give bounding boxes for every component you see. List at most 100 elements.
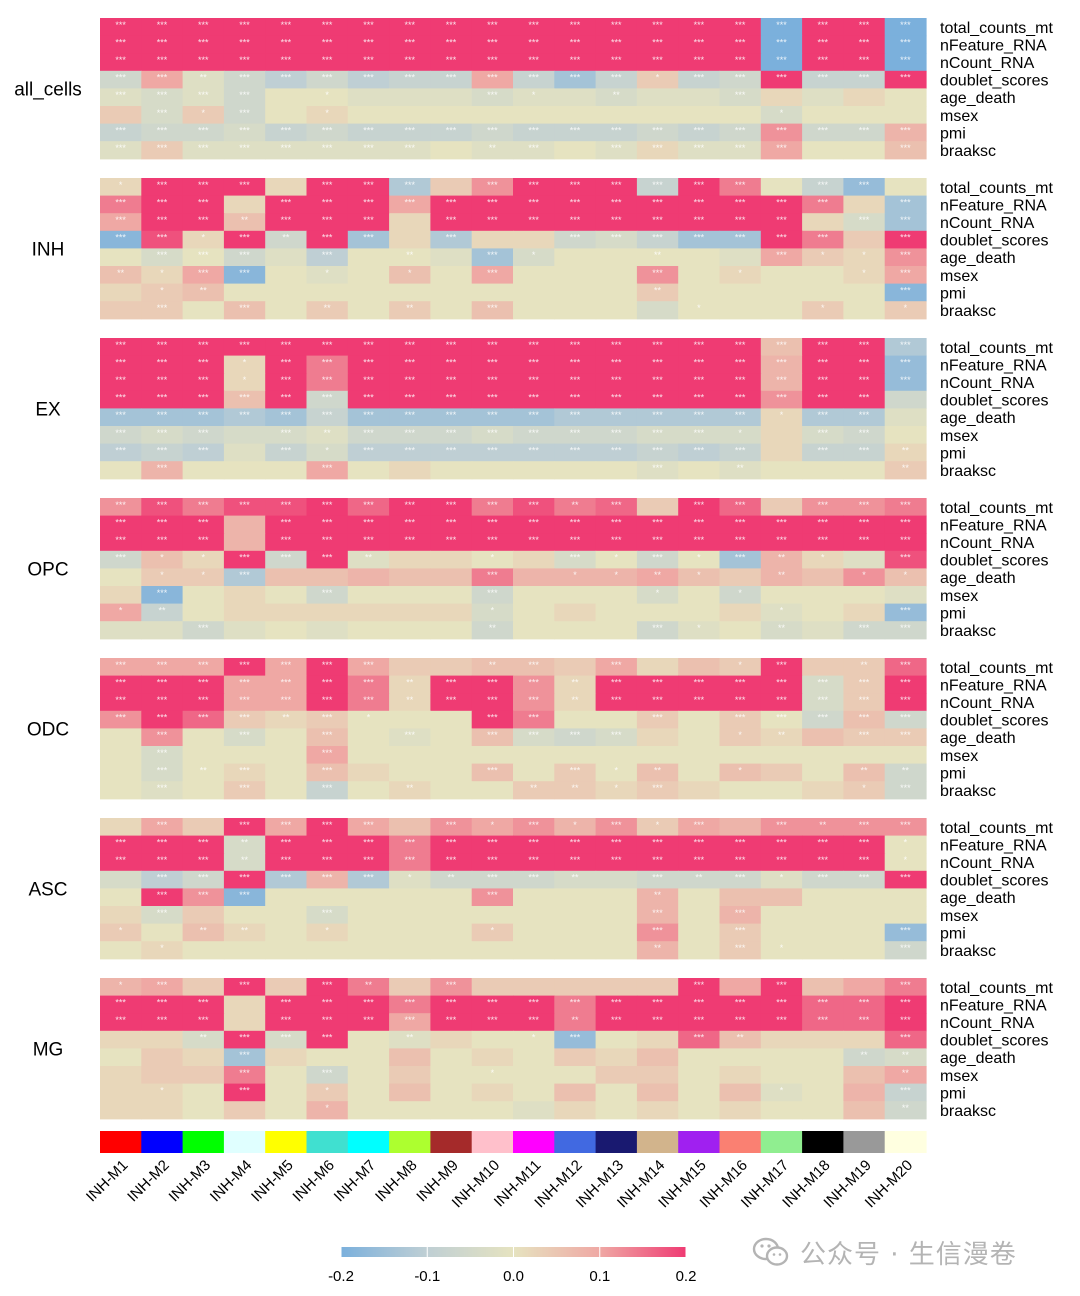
significance-stars: *** [735, 143, 746, 153]
heatmap-cell [471, 301, 514, 320]
heatmap-cell [141, 906, 184, 925]
heatmap-cell [678, 603, 721, 622]
heatmap-cell [678, 1030, 721, 1049]
heatmap-cell [513, 88, 555, 107]
significance-stars: *** [281, 855, 292, 865]
significance-stars: *** [239, 553, 250, 563]
significance-stars: * [532, 90, 536, 100]
significance-stars: * [904, 303, 908, 313]
significance-stars: *** [487, 500, 498, 510]
heatmap-cell [678, 818, 721, 837]
heatmap-cell [265, 230, 308, 249]
row-label: msex [940, 1068, 978, 1085]
significance-stars: *** [652, 55, 663, 65]
significance-stars: *** [157, 535, 168, 545]
significance-stars: * [160, 285, 164, 295]
significance-stars: *** [157, 108, 168, 118]
heatmap-cell [678, 408, 721, 427]
heatmap-cell [678, 213, 721, 232]
significance-stars: *** [487, 125, 498, 135]
significance-stars: * [780, 873, 784, 883]
significance-stars: *** [900, 535, 911, 545]
heatmap-cell [843, 18, 886, 37]
heatmap-cell [347, 728, 390, 747]
significance-stars: * [821, 250, 825, 260]
significance-stars: *** [652, 393, 663, 403]
heatmap-cell [843, 533, 886, 552]
heatmap-cell [182, 88, 225, 107]
heatmap-cell [389, 550, 431, 569]
significance-stars: *** [198, 37, 209, 47]
heatmap-cell [760, 870, 803, 889]
heatmap-cell [265, 835, 308, 854]
heatmap-cell [678, 373, 721, 392]
heatmap-cell [802, 408, 844, 427]
heatmap-cell [843, 728, 886, 747]
significance-stars: *** [570, 125, 581, 135]
heatmap-cell [430, 853, 473, 872]
significance-stars: *** [404, 837, 415, 847]
significance-stars: *** [322, 730, 333, 740]
heatmap-cell [719, 178, 762, 197]
significance-stars: * [697, 553, 701, 563]
heatmap-cell [100, 301, 142, 320]
significance-stars: ** [241, 215, 249, 225]
heatmap-cell [100, 533, 142, 552]
heatmap-cell [389, 88, 431, 107]
significance-stars: *** [817, 340, 828, 350]
heatmap-cell [884, 123, 927, 142]
heatmap-cell [347, 1013, 390, 1032]
significance-stars: *** [239, 730, 250, 740]
heatmap-cell [306, 178, 349, 197]
significance-stars: *** [239, 55, 250, 65]
heatmap-cell [513, 728, 555, 747]
heatmap-cell [389, 1013, 431, 1032]
significance-stars: ** [324, 303, 332, 313]
heatmap-cell [306, 835, 349, 854]
significance-stars: * [614, 570, 618, 580]
significance-stars: *** [652, 20, 663, 30]
significance-stars: *** [776, 125, 787, 135]
heatmap-cell [430, 301, 473, 320]
heatmap-cell [884, 568, 927, 587]
significance-stars: *** [322, 73, 333, 83]
significance-stars: *** [694, 445, 705, 455]
heatmap-cell [471, 1101, 514, 1120]
heatmap-cell [802, 515, 844, 534]
heatmap-cell [760, 533, 803, 552]
significance-stars: *** [322, 517, 333, 527]
significance-stars: *** [446, 340, 457, 350]
heatmap-cell [430, 70, 473, 89]
significance-stars: *** [487, 410, 498, 420]
heatmap-cell [265, 746, 308, 765]
heatmap-cell [719, 995, 762, 1014]
heatmap-cell [802, 1101, 844, 1120]
heatmap-cell [430, 123, 473, 142]
heatmap-cell [347, 230, 390, 249]
heatmap-cell [636, 141, 679, 160]
significance-stars: *** [817, 1015, 828, 1025]
heatmap-cell [678, 763, 721, 782]
row-label: total_counts_mt [940, 20, 1054, 37]
significance-stars: *** [487, 837, 498, 847]
significance-stars: ** [406, 303, 414, 313]
heatmap-cell [430, 515, 473, 534]
heatmap-cell [265, 461, 308, 480]
significance-stars: *** [817, 695, 828, 705]
significance-stars: * [862, 783, 866, 793]
significance-stars: *** [900, 623, 911, 633]
heatmap-cell [347, 533, 390, 552]
heatmap-cell [884, 408, 927, 427]
significance-stars: *** [735, 908, 746, 918]
heatmap-cell [513, 1013, 555, 1032]
heatmap-cell [595, 906, 638, 925]
heatmap-cell [430, 213, 473, 232]
heatmap-cell [884, 266, 927, 285]
heatmap-cell [306, 443, 349, 462]
heatmap-cell [471, 870, 514, 889]
heatmap-cell [100, 818, 142, 837]
significance-stars: *** [281, 445, 292, 455]
heatmap-cell [347, 195, 390, 214]
significance-stars: *** [157, 820, 168, 830]
heatmap-cell [100, 923, 142, 942]
